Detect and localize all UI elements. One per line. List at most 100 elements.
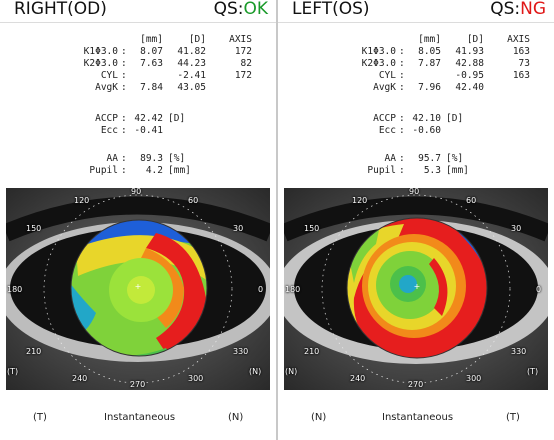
map-side-right: (T): [527, 367, 539, 376]
degree-label-90: 90: [131, 188, 142, 196]
degree-label-240: 240: [72, 374, 88, 383]
ecc-label: Ecc: [100, 125, 118, 136]
row-label: AvgK: [95, 82, 118, 93]
pupil-label: Pupil: [89, 165, 118, 176]
degree-label-270: 270: [408, 380, 424, 389]
degree-label-330: 330: [233, 347, 249, 356]
table-row-k1: K1Φ3.0: 8.07 41.82 172: [0, 46, 252, 58]
table-row-avgk: AvgK: 7.84 43.05: [0, 82, 206, 94]
map-footer: (N) Instantaneous (T): [278, 412, 554, 426]
ecc-value: -0.60: [412, 125, 441, 136]
aa-unit: [%]: [168, 153, 186, 164]
aa-label: AA: [106, 153, 118, 164]
svg-text:+: +: [135, 282, 142, 291]
right-eye-panel: RIGHT(OD) QS:OK [mm] [D] AXIS K1Φ3.0: 8.…: [0, 0, 276, 440]
row-d: -2.41: [177, 70, 206, 81]
topography-map-od[interactable]: + 90 120 60 150 30 180 0 210 330 (T) (N)…: [6, 188, 270, 390]
row-axis: 163: [512, 46, 530, 57]
ecc-value: -0.41: [134, 125, 163, 136]
degree-label-120: 120: [74, 196, 90, 205]
table-row-k1: K1Φ3.0: 8.05 41.93 163: [278, 46, 530, 58]
degree-label-30: 30: [511, 224, 522, 233]
table-row-cyl: CYL: -2.41 172: [0, 70, 252, 82]
row-d: -0.95: [455, 70, 484, 81]
row-axis: 82: [240, 58, 252, 69]
row-label: K1Φ3.0: [83, 46, 118, 57]
map-type-label: Instantaneous: [382, 412, 454, 423]
pupil-label: Pupil: [367, 165, 396, 176]
row-d: 41.82: [177, 46, 206, 57]
qs-status: NG: [520, 0, 546, 19]
pupil-row: Pupil: 5.3 [mm]: [278, 165, 469, 177]
topography-map-os[interactable]: + 90 120 60 150 30 180 0 210 330 (N) (T)…: [284, 188, 548, 390]
row-label: K1Φ3.0: [361, 46, 396, 57]
header-mm: [mm]: [418, 34, 441, 45]
degree-label-60: 60: [466, 196, 477, 205]
ecc-label: Ecc: [378, 125, 396, 136]
row-mm: 7.87: [418, 58, 441, 69]
row-d: 42.88: [455, 58, 484, 69]
accp-row: ACCP: 42.10 [D]: [278, 113, 463, 125]
aa-label: AA: [384, 153, 396, 164]
accp-row: ACCP: 42.42 [D]: [0, 113, 185, 125]
pupil-unit: [mm]: [168, 165, 191, 176]
accp-value: 42.10: [412, 113, 441, 124]
quality-score: QS:NG: [490, 0, 546, 19]
degree-label-30: 30: [233, 224, 244, 233]
degree-label-180: 180: [7, 285, 23, 294]
aa-value: 95.7: [418, 153, 441, 164]
header-divider: [278, 22, 554, 23]
row-axis: 172: [234, 46, 252, 57]
pupil-value: 5.3: [423, 165, 441, 176]
qs-label: QS:: [213, 0, 244, 19]
accp-label: ACCP: [95, 113, 118, 124]
qs-label: QS:: [490, 0, 521, 19]
panel-header: LEFT(OS) QS:NG: [278, 0, 554, 22]
table-header-row: [mm] [D] AXIS: [278, 34, 530, 46]
map-side-left: (N): [285, 367, 298, 376]
row-mm: 7.63: [140, 58, 163, 69]
left-eye-panel: LEFT(OS) QS:NG [mm] [D] AXIS K1Φ3.0: 8.0…: [278, 0, 554, 440]
accp-value: 42.42: [134, 113, 163, 124]
degree-label-150: 150: [304, 224, 320, 233]
degree-label-300: 300: [188, 374, 204, 383]
map-side-right: (N): [249, 367, 262, 376]
header-axis: AXIS: [229, 34, 252, 45]
degree-label-210: 210: [304, 347, 320, 356]
degree-label-120: 120: [352, 196, 368, 205]
row-mm: 8.05: [418, 46, 441, 57]
row-d: 41.93: [455, 46, 484, 57]
accp-unit: [D]: [446, 113, 464, 124]
degree-label-180: 180: [285, 285, 301, 294]
footer-right-side: (N): [228, 412, 244, 423]
table-row-avgk: AvgK: 7.96 42.40: [278, 82, 484, 94]
aa-value: 89.3: [140, 153, 163, 164]
header-mm: [mm]: [140, 34, 163, 45]
quality-score: QS:OK: [214, 0, 268, 19]
row-axis: 163: [512, 70, 530, 81]
pupil-value: 4.2: [145, 165, 163, 176]
row-label: K2Φ3.0: [361, 58, 396, 69]
degree-label-270: 270: [130, 380, 146, 389]
ecc-row: Ecc: -0.60: [278, 125, 441, 137]
degree-label-210: 210: [26, 347, 42, 356]
row-label: K2Φ3.0: [83, 58, 118, 69]
eye-title: LEFT(OS): [292, 0, 370, 19]
table-row-k2: K2Φ3.0: 7.63 44.23 82: [0, 58, 252, 70]
row-mm: 7.96: [418, 82, 441, 93]
map-type-label: Instantaneous: [104, 412, 176, 423]
degree-label-90: 90: [409, 188, 420, 196]
ecc-row: Ecc: -0.41: [0, 125, 163, 137]
row-label: CYL: [100, 70, 118, 81]
accp-label: ACCP: [373, 113, 396, 124]
degree-label-0: 0: [258, 285, 264, 294]
eye-topography-image: +: [6, 188, 270, 390]
row-d: 42.40: [455, 82, 484, 93]
eye-topography-image: +: [284, 188, 548, 390]
header-axis: AXIS: [507, 34, 530, 45]
table-row-k2: K2Φ3.0: 7.87 42.88 73: [278, 58, 530, 70]
footer-left-side: (T): [33, 412, 47, 423]
degree-label-0: 0: [536, 285, 542, 294]
table-row-cyl: CYL: -0.95 163: [278, 70, 530, 82]
row-d: 44.23: [177, 58, 206, 69]
